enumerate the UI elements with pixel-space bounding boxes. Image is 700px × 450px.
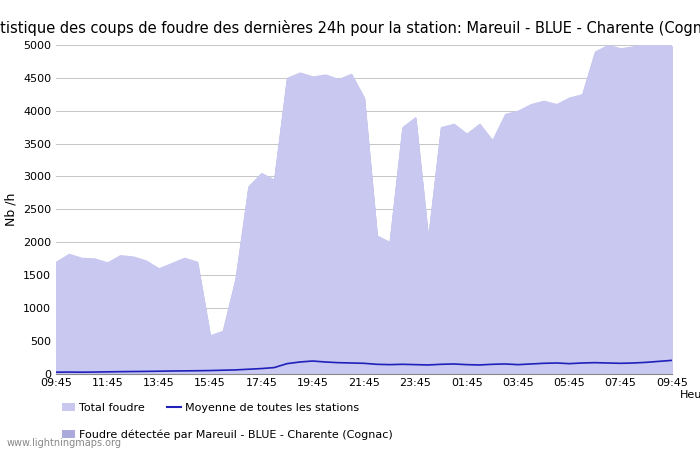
Text: Heure: Heure — [680, 390, 700, 400]
Legend: Total foudre, Moyenne de toutes les stations: Total foudre, Moyenne de toutes les stat… — [62, 403, 359, 413]
Legend: Foudre détectée par Mareuil - BLUE - Charente (Cognac): Foudre détectée par Mareuil - BLUE - Cha… — [62, 429, 393, 440]
Text: www.lightningmaps.org: www.lightningmaps.org — [7, 438, 122, 448]
Text: Statistique des coups de foudre des dernières 24h pour la station: Mareuil - BLU: Statistique des coups de foudre des dern… — [0, 20, 700, 36]
Y-axis label: Nb /h: Nb /h — [4, 193, 18, 226]
